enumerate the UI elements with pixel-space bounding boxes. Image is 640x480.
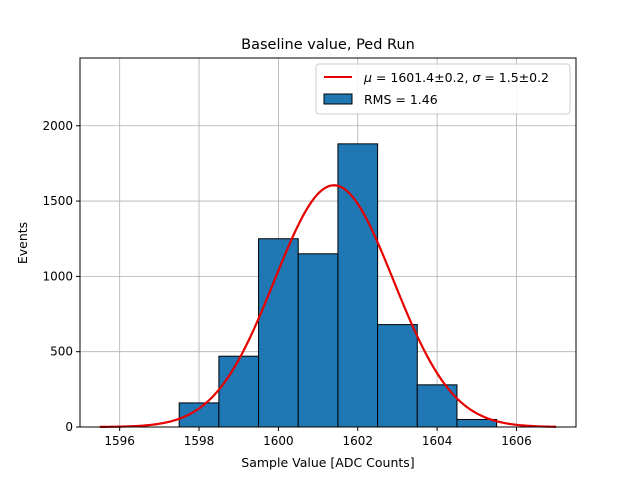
gaussian-fit [99, 184, 557, 428]
legend-hist-swatch [323, 93, 353, 105]
x-tick-label: 1598 [184, 434, 215, 448]
x-tick-label: 1596 [104, 434, 135, 448]
legend-mu-value: = 1601.4±0.2, [372, 70, 472, 85]
y-tick-label: 2000 [42, 119, 73, 133]
histogram-bars [178, 143, 498, 428]
y-tick-label: 0 [65, 420, 73, 434]
histogram-bar [178, 402, 220, 428]
x-tick-label: 1602 [342, 434, 373, 448]
legend-mu-symbol: μ [363, 70, 372, 85]
axes-frame [79, 57, 577, 428]
histogram-bar [218, 355, 260, 428]
legend: μ = 1601.4±0.2, σ = 1.5±0.2 RMS = 1.46 [315, 63, 571, 115]
fit-curve [99, 184, 557, 428]
histogram-bar [297, 253, 339, 428]
histogram-bar [337, 143, 379, 428]
legend-sigma-symbol: σ [472, 70, 481, 85]
y-tick-label: 1000 [42, 269, 73, 283]
y-axis-label: Events [15, 222, 30, 264]
legend-sigma-value: = 1.5±0.2 [480, 70, 549, 85]
x-axis-label: Sample Value [ADC Counts] [241, 455, 414, 470]
y-tick-label: 1500 [42, 194, 73, 208]
legend-hist-label: RMS = 1.46 [364, 92, 438, 107]
legend-fit-label: μ = 1601.4±0.2, σ = 1.5±0.2 [363, 70, 549, 85]
legend-box [315, 63, 571, 115]
x-tick-label: 1604 [422, 434, 453, 448]
chart-title: Baseline value, Ped Run [241, 37, 415, 53]
x-tick-label: 1606 [501, 434, 532, 448]
histogram-bar [258, 238, 299, 428]
histogram-bar [377, 324, 418, 428]
x-tick-label: 1600 [263, 434, 294, 448]
axis-ticks: 1596 1598 1600 1602 1604 1606 0 500 1000 1500 2000 [42, 119, 531, 448]
y-tick-label: 500 [50, 345, 73, 359]
